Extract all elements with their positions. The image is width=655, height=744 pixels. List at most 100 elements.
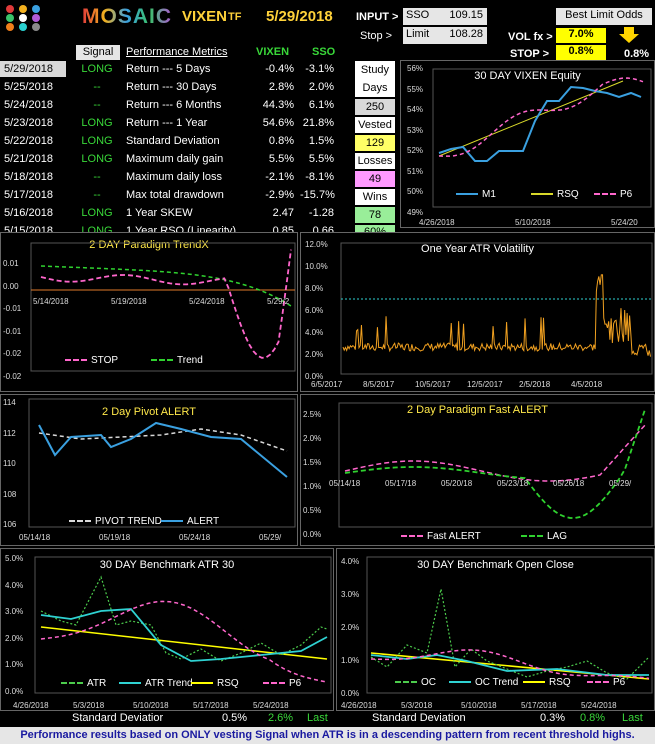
legend-label: ATR Trend [145,678,193,689]
y-tick-label: 2.0% [341,623,360,632]
x-tick-label: 05/14/18 [329,479,361,488]
row-metric: Return --- 6 Months [126,99,222,111]
stop-gauge-right: 0.8% [624,48,650,60]
x-tick-label: 5/24/20 [611,218,638,227]
row-sso: -3.1% [305,63,334,75]
wins-label: Wins [355,189,395,205]
legend-item: ALERT [161,516,219,527]
stdev-atr30-b: 2.6% [268,712,294,724]
row-vixen: 5.5% [268,153,294,165]
x-tick-label: 6/5/2017 [311,380,343,389]
row-metric: Return --- 1 Year [126,117,208,129]
x-tick-label: 5/14/2018 [33,297,69,306]
study-panel: Study Days 250 Vested 129 Losses 49 Wins… [355,61,395,239]
rsq-line [40,626,328,660]
metrics-header: Performance Metrics [126,46,228,58]
atr-volatility-line [342,274,651,357]
legend-label: ALERT [187,516,220,527]
limit-field[interactable]: Limit 108.28 [403,27,487,44]
row-signal: -- [93,99,101,111]
legend-swatch [395,681,417,684]
legend-label: P6 [620,189,633,200]
volfx-value[interactable]: 7.0% [556,28,606,43]
brand-title: MOSAIC [82,5,172,29]
legend-swatch [119,682,141,685]
plot-area [28,398,296,528]
oc-trend-line [370,654,649,676]
legend-label: ATR [87,678,107,689]
row-metric: 1 Year SKEW [126,207,193,219]
stdev-oc-a: 0.3% [540,712,566,724]
input-field[interactable]: SSO 109.15 [403,8,487,25]
atr-volatility-chart: One Year ATR Volatility 12.0% 10.0% 8.0% 6.… [300,232,655,392]
legend-item: PIVOT TREND [69,516,162,527]
chart-canvas [340,242,653,375]
row-sso: 21.8% [302,117,334,129]
row-metric: Maximum daily gain [126,153,224,165]
ticker-label: VIXEN [182,8,228,25]
row-date: 5/18/2018 [4,171,53,183]
legend-label: Trend [177,355,203,366]
x-tick-label: 5/24/2018 [581,701,617,710]
stop-gauge-value[interactable]: 0.8% [556,45,606,60]
legend-label: P6 [613,677,626,688]
legend-label: STOP [91,355,119,366]
y-tick-label: 2.0% [305,350,324,359]
row-signal: LONG [81,135,113,147]
legend-label: RSQ [217,678,239,689]
x-tick-label: 8/5/2017 [363,380,395,389]
x-tick-label: 12/5/2017 [467,380,503,389]
y-tick-label: 0.00 [3,281,19,291]
legend-swatch [65,359,87,362]
y-tick-label: 12.0% [305,240,328,249]
p6-line [40,600,328,683]
y-tick-label: 2.5% [303,410,322,419]
oc-line [370,588,650,680]
y-tick-label: 2.0% [303,434,322,443]
legend-swatch [594,193,616,196]
logo-dot [6,23,14,31]
chart-canvas [30,242,296,372]
chart-canvas [34,556,332,694]
x-tick-label: 5/10/2018 [461,701,497,710]
days-label: Days [362,82,388,94]
input-value: 109.15 [449,9,483,21]
wins-value: 78 [355,207,395,223]
x-tick-label: 05/17/18 [385,479,417,488]
y-tick-label: -0.02 [3,349,22,358]
p6-line [438,77,644,157]
legend-label: M1 [482,189,496,200]
legend-item: STOP [65,355,118,366]
legend-swatch [587,681,609,684]
row-sso: 6.1% [308,99,334,111]
plot-area [338,402,653,528]
y-tick-label: 49% [407,207,424,217]
logo-dot [32,5,40,13]
row-vixen: -2.1% [265,171,294,183]
legend-item: ATR Trend [119,678,193,689]
y-tick-label: 108 [3,489,17,499]
row-sso: 1.5% [308,135,334,147]
logo-dot [19,23,27,31]
m1-line [438,85,642,162]
x-tick-label: 5/19/2018 [111,297,147,306]
row-vixen: -2.9% [265,189,294,201]
tf-label: TF [228,11,242,23]
legend-item: Trend [151,355,203,366]
chart-title: 30 DAY VIXEN Equity [474,70,581,82]
logo-dots [6,5,52,31]
y-tick-label: 51% [407,166,424,176]
legend-item: M1 [456,189,496,200]
vested-label: Vested [355,117,395,133]
plot-area [340,242,653,375]
best-limit-odds-button[interactable]: Best Limit Odds [556,8,652,25]
legend-label: PIVOT TREND [95,516,162,527]
limit-value: 108.28 [449,28,483,40]
y-tick-label: 0.0% [305,372,324,381]
row-vixen: -0.4% [265,63,294,75]
legend-item: P6 [263,678,301,689]
row-signal: LONG [81,117,113,129]
legend-item: OC [395,677,436,688]
row-sso: -1.28 [308,207,334,219]
y-tick-label: 6.0% [305,306,324,315]
